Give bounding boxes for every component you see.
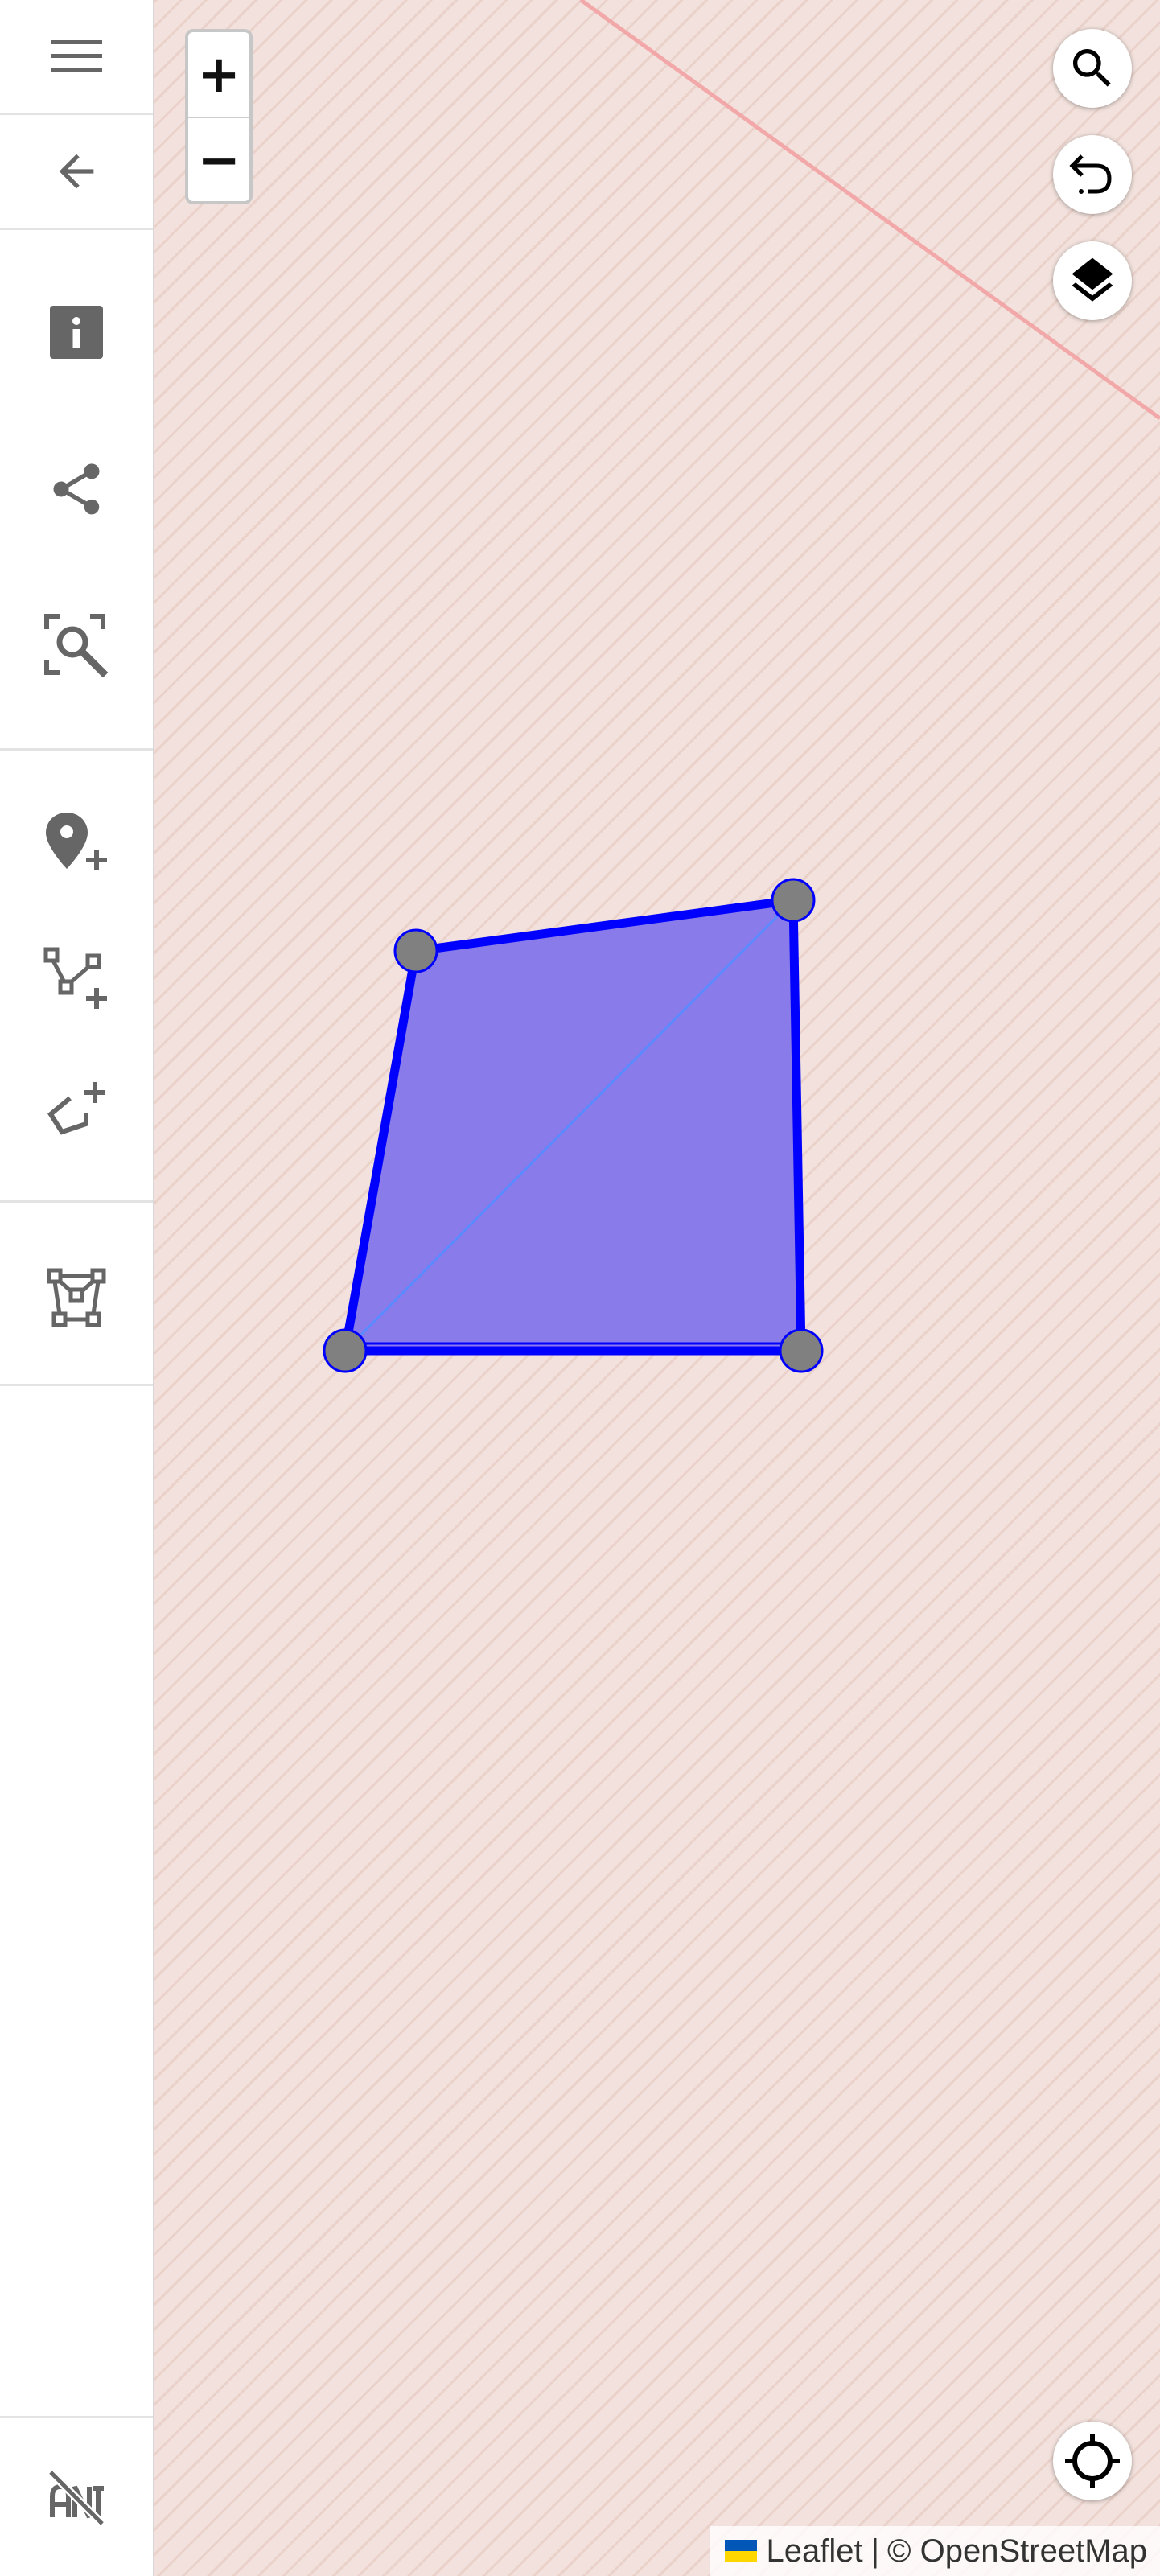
arrow-left-icon — [59, 154, 94, 189]
sidebar — [0, 0, 154, 2576]
polygon-vertex[interactable] — [771, 878, 816, 923]
draw-polygon-button[interactable] — [0, 1054, 153, 1171]
layers-icon — [1072, 257, 1113, 302]
map-canvas[interactable]: + − — [154, 0, 1160, 2576]
draw-line-button[interactable] — [0, 921, 153, 1038]
leaflet-link[interactable]: Leaflet — [766, 2533, 863, 2569]
map-overlay — [323, 0, 1160, 1373]
menu-icon — [51, 40, 102, 72]
sidebar-divider — [0, 2416, 153, 2418]
search-icon — [1073, 49, 1111, 87]
edit-vertices-button[interactable] — [0, 1239, 153, 1356]
boundary-line — [579, 0, 1160, 421]
attribution: Leaflet | © OpenStreetMap — [710, 2526, 1160, 2576]
zoom-extent-icon — [44, 613, 109, 677]
zoom-to-data-button[interactable] — [0, 587, 153, 704]
share-icon — [53, 463, 100, 514]
back-button[interactable] — [0, 115, 153, 228]
sidebar-divider — [0, 748, 153, 751]
osm-link[interactable]: © OpenStreetMap — [887, 2533, 1147, 2569]
search-button[interactable] — [1053, 29, 1132, 108]
sidebar-divider — [0, 113, 153, 115]
edit-nodes-icon — [47, 1268, 106, 1327]
ukraine-flag-icon — [724, 2540, 757, 2562]
labels-off-icon — [47, 2469, 105, 2527]
polygon-vertex[interactable] — [779, 1328, 824, 1373]
add-line-icon — [43, 947, 107, 1009]
add-marker-button[interactable] — [0, 784, 153, 901]
info-icon — [50, 305, 103, 359]
zoom-out-button[interactable]: − — [197, 130, 241, 191]
sidebar-divider — [0, 228, 153, 230]
attribution-separator: | — [870, 2533, 880, 2569]
toggle-labels-button[interactable] — [0, 2446, 153, 2550]
add-marker-icon — [46, 812, 107, 870]
locate-button[interactable] — [1053, 2422, 1132, 2500]
zoom-in-button[interactable]: + — [188, 32, 249, 118]
share-button[interactable] — [0, 430, 153, 547]
layers-button[interactable] — [1053, 241, 1132, 320]
zoom-control: + − — [185, 29, 253, 204]
undo-button[interactable] — [1053, 135, 1132, 214]
sidebar-divider — [0, 1200, 153, 1203]
polygon-diagonal — [343, 899, 795, 1352]
info-button[interactable] — [0, 274, 153, 390]
polygon-vertex[interactable] — [393, 928, 438, 973]
add-polygon-icon — [47, 1081, 105, 1135]
locate-icon — [1065, 2434, 1120, 2488]
polygon-vertex[interactable] — [323, 1328, 368, 1373]
undo-icon — [1069, 154, 1112, 194]
menu-button[interactable] — [0, 0, 153, 113]
sidebar-divider — [0, 1384, 153, 1386]
